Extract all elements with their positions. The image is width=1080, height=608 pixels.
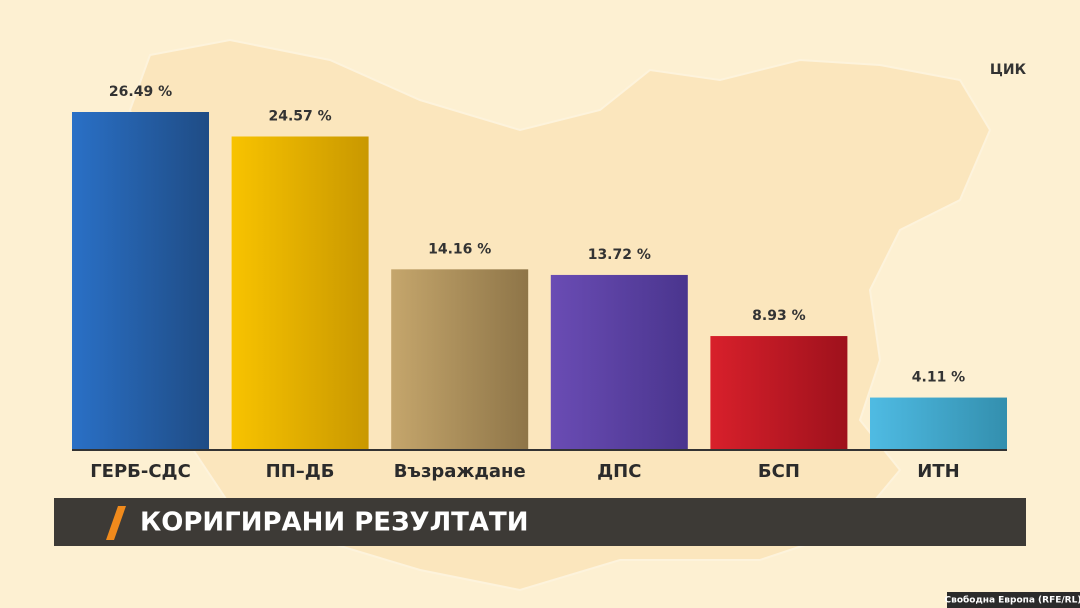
- bar: [870, 397, 1007, 450]
- value-label: 8.93 %: [752, 308, 805, 324]
- bar: [391, 269, 529, 450]
- source: ЦИК: [990, 62, 1027, 78]
- title-band: [54, 498, 1026, 546]
- bar: [550, 274, 688, 450]
- bar: [231, 136, 369, 451]
- value-label: 24.57 %: [269, 108, 332, 124]
- x-tick-label: Възраждане: [394, 461, 526, 482]
- x-tick-label: ИТН: [917, 461, 959, 482]
- x-tick-label: ДПС: [597, 461, 641, 482]
- x-tick-label: БСП: [758, 461, 800, 482]
- value-label: 13.72 %: [588, 247, 651, 263]
- title-slash: [106, 506, 126, 540]
- value-label: 14.16 %: [428, 241, 491, 257]
- credit: Свободна Европа (RFE/RL): [945, 595, 1080, 606]
- bar: [710, 336, 848, 450]
- credit-box: [947, 592, 1080, 608]
- chart-title: КОРИГИРАНИ РЕЗУЛТАТИ: [140, 508, 529, 538]
- bar: [72, 112, 209, 450]
- x-tick-label: ГЕРБ-СДС: [90, 461, 191, 482]
- x-tick-label: ПП–ДБ: [266, 461, 335, 482]
- value-label: 26.49 %: [109, 84, 172, 100]
- value-label: 4.11 %: [912, 370, 965, 386]
